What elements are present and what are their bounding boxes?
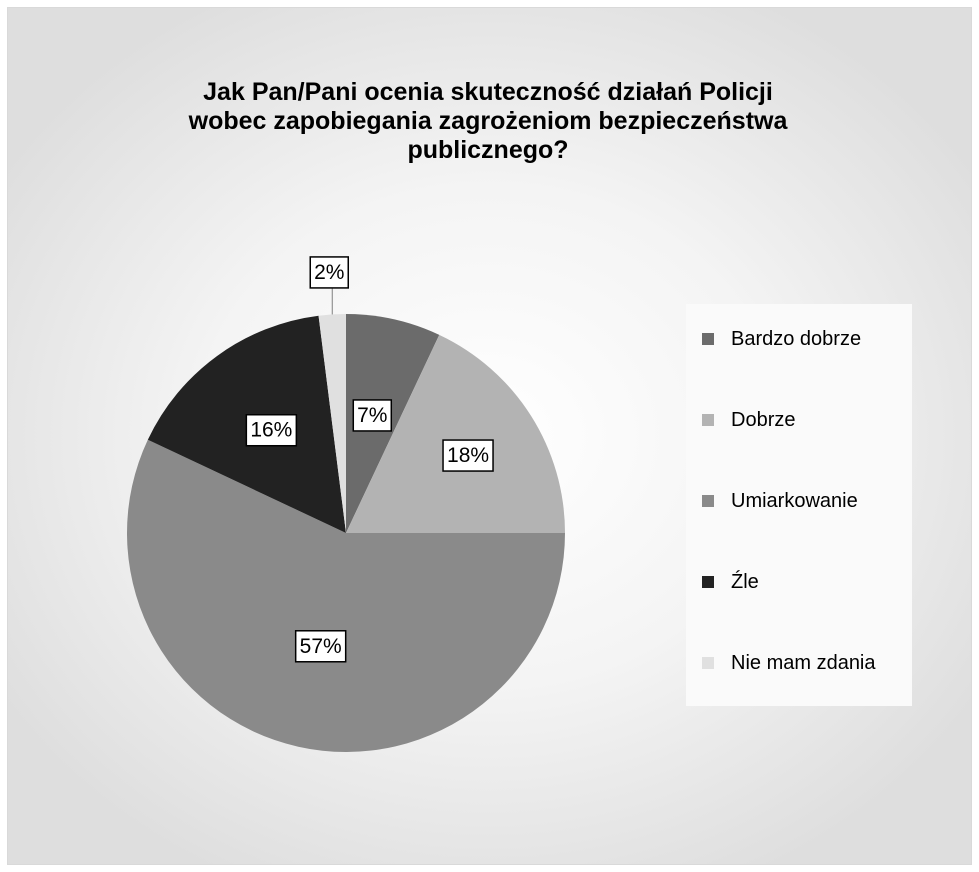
data-label-box [245, 413, 298, 447]
pie-slice-umiarkowanie [126, 439, 565, 752]
legend-item-umiarkowanie: Umiarkowanie [686, 488, 858, 514]
legend-item-dobrze: Dobrze [686, 407, 795, 433]
legend-item-zle: Źle [686, 569, 759, 595]
data-label-box [352, 399, 393, 432]
legend-item-bardzo-dobrze: Bardzo dobrze [686, 326, 861, 352]
data-label-zle: 16% [245, 413, 298, 447]
legend-label: Dobrze [731, 408, 796, 431]
data-label-dobrze: 18% [442, 439, 494, 472]
data-label-text: 7% [357, 404, 387, 427]
data-label-nie-mam-zdania: 2% [309, 256, 349, 289]
legend-label: Umiarkowanie [731, 489, 858, 512]
data-label-box [442, 439, 494, 472]
legend-swatch [702, 657, 714, 669]
legend-swatch [702, 576, 714, 588]
legend-swatch [702, 495, 714, 507]
data-label-box [294, 630, 347, 663]
pie-slice-nie-mam-zdania [318, 314, 346, 533]
data-label-text: 16% [250, 419, 292, 442]
data-label-text: 57% [300, 635, 342, 658]
data-label-box [309, 256, 349, 289]
data-label-text: 2% [314, 261, 344, 284]
legend-label: Nie mam zdania [731, 651, 876, 674]
data-label-bardzo-dobrze: 7% [352, 399, 393, 432]
pie-slice-bardzo-dobrze [346, 314, 440, 533]
legend-swatch [702, 333, 714, 345]
legend-swatch [702, 414, 714, 426]
legend-label: Źle [731, 570, 759, 593]
legend-item-nie-mam-zdania: Nie mam zdania [686, 650, 876, 676]
legend: Bardzo dobrze Dobrze Umiarkowanie Źle Nie ma… [686, 304, 912, 706]
pie-slice-dobrze [346, 334, 565, 533]
legend-label: Bardzo dobrze [731, 327, 862, 350]
data-label-umiarkowanie: 57% [294, 630, 347, 663]
data-label-text: 18% [447, 444, 489, 467]
chart-area: Jak Pan/Pani ocenia skuteczność działań … [7, 7, 972, 865]
chart-title: Jak Pan/Pani ocenia skuteczność działań … [188, 78, 788, 164]
pie-chart: 7% 18% 57% 16% 2% [126, 256, 565, 752]
